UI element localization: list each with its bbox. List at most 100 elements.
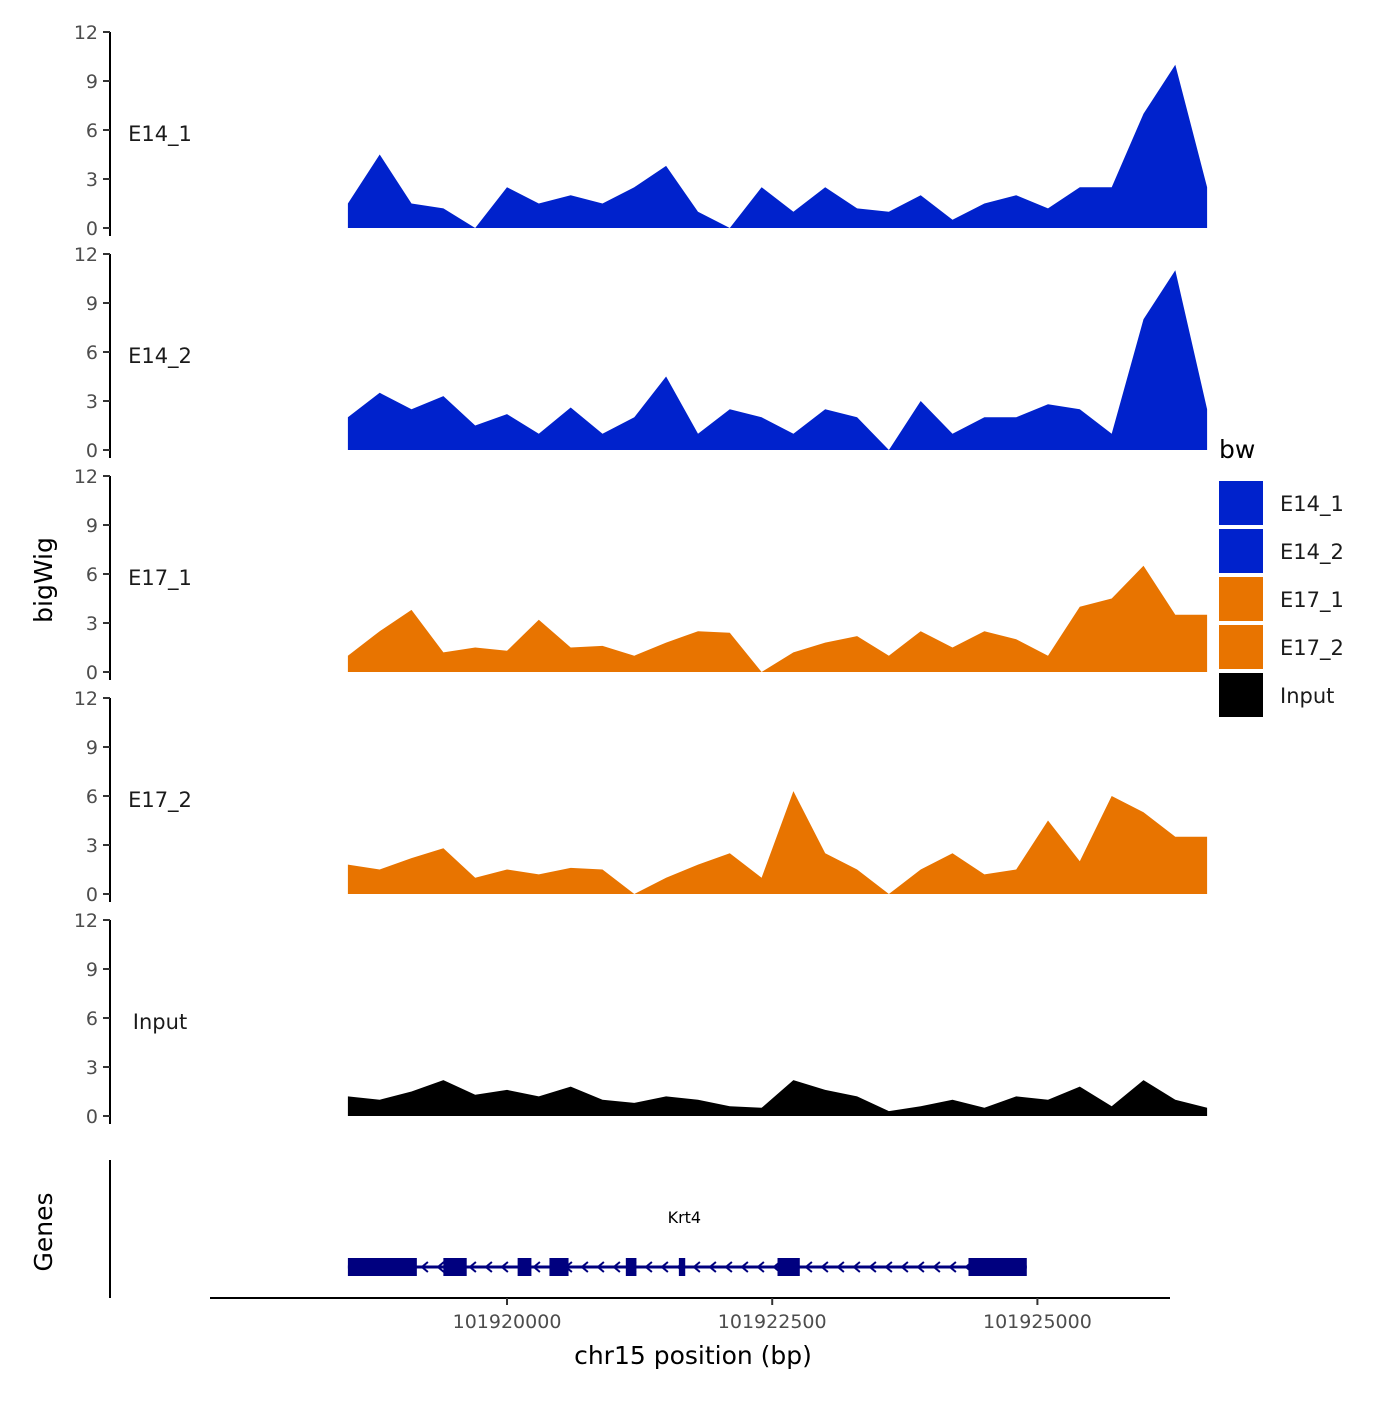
strand-arrow xyxy=(948,1261,957,1273)
strand-arrow xyxy=(644,1261,653,1273)
legend-swatch xyxy=(1217,623,1265,671)
x-axis-title: chr15 position (bp) xyxy=(574,1341,812,1370)
legend-label: E17_1 xyxy=(1280,588,1344,613)
legend-entry: E14_1 xyxy=(1217,479,1344,527)
y-tick-label: 9 xyxy=(86,515,98,537)
strand-arrow xyxy=(932,1261,941,1273)
strand-arrow xyxy=(500,1261,509,1273)
gene-label: Krt4 xyxy=(668,1208,702,1227)
track-label: E14_1 xyxy=(128,122,192,147)
strand-arrow xyxy=(884,1261,893,1273)
y-tick-label: 0 xyxy=(86,1106,98,1128)
track-E17_2: 0 3 6 9 12 E17_2 xyxy=(74,688,1208,906)
strand-arrow xyxy=(868,1261,877,1273)
strand-arrow xyxy=(484,1261,493,1273)
gene-Krt4: Krt4 xyxy=(347,1208,1027,1276)
track-label: Input xyxy=(133,1010,187,1034)
coverage-area-E14_2 xyxy=(347,270,1208,450)
gene-exon xyxy=(549,1258,569,1276)
y-tick-label: 0 xyxy=(86,884,98,906)
strand-arrow xyxy=(420,1261,429,1273)
y-tick-label: 3 xyxy=(86,835,98,857)
y-tick-label: 0 xyxy=(86,218,98,240)
legend-label: E14_2 xyxy=(1280,540,1344,565)
legend-label: Input xyxy=(1280,684,1334,708)
coverage-area-Input xyxy=(347,1080,1208,1116)
y-tick-label: 6 xyxy=(86,786,98,808)
legend-swatch xyxy=(1217,671,1265,719)
y-tick-label: 9 xyxy=(86,959,98,981)
gene-exon xyxy=(625,1258,637,1276)
y-tick-label: 6 xyxy=(86,120,98,142)
y-tick-label: 3 xyxy=(86,1057,98,1079)
coverage-area-E17_1 xyxy=(347,565,1208,672)
strand-arrow xyxy=(852,1261,861,1273)
gene-exon xyxy=(443,1258,467,1276)
y-tick-label: 0 xyxy=(86,440,98,462)
legend-entry: Input xyxy=(1217,671,1334,719)
gene-exon xyxy=(968,1258,1027,1276)
y-tick-label: 6 xyxy=(86,1008,98,1030)
gene-track-title: Genes xyxy=(29,1192,58,1271)
legend-swatch xyxy=(1217,527,1265,575)
strand-arrow xyxy=(708,1261,717,1273)
strand-arrow xyxy=(532,1261,541,1273)
legend-swatch xyxy=(1217,575,1265,623)
strand-arrow xyxy=(740,1261,749,1273)
y-tick-label: 6 xyxy=(86,342,98,364)
legend-entry: E17_2 xyxy=(1217,623,1344,671)
y-tick-label: 9 xyxy=(86,293,98,315)
x-axis: 101920000 101922500 101925000 xyxy=(210,1297,1170,1333)
strand-arrow xyxy=(436,1261,445,1273)
strand-arrow xyxy=(756,1261,765,1273)
y-tick-label: 0 xyxy=(86,662,98,684)
strand-arrow xyxy=(596,1261,605,1273)
y-tick-label: 12 xyxy=(74,244,98,266)
track-label: E17_1 xyxy=(128,566,192,591)
y-tick-label: 3 xyxy=(86,613,98,635)
legend: bw E14_1 E14_2 E17_1 E17_2 Input xyxy=(1217,435,1344,719)
gene-exon xyxy=(678,1258,686,1276)
track-E14_2: 0 3 6 9 12 E14_2 xyxy=(74,244,1208,462)
y-tick-label: 3 xyxy=(86,169,98,191)
gene-exon xyxy=(777,1258,800,1276)
strand-arrow xyxy=(900,1261,909,1273)
y-axis-title: bigWig xyxy=(29,537,58,623)
x-tick-label: 101920000 xyxy=(453,1311,562,1333)
strand-arrow xyxy=(660,1261,669,1273)
gene-track: Krt4 xyxy=(109,1160,1027,1298)
legend-entry: E14_2 xyxy=(1217,527,1344,575)
legend-swatch xyxy=(1217,479,1265,527)
legend-label: E17_2 xyxy=(1280,636,1344,661)
track-label: E14_2 xyxy=(128,344,192,369)
track-E17_1: 0 3 6 9 12 E17_1 xyxy=(74,466,1208,684)
y-tick-label: 12 xyxy=(74,910,98,932)
y-tick-label: 9 xyxy=(86,71,98,93)
legend-entry: E17_1 xyxy=(1217,575,1344,623)
y-tick-label: 6 xyxy=(86,564,98,586)
y-tick-label: 12 xyxy=(74,688,98,710)
x-tick-label: 101925000 xyxy=(983,1311,1092,1333)
strand-arrow xyxy=(820,1261,829,1273)
strand-arrow xyxy=(612,1261,621,1273)
coverage-area-E14_1 xyxy=(347,64,1208,228)
track-E14_1: 0 3 6 9 12 E14_1 xyxy=(74,22,1208,240)
track-Input: 0 3 6 9 12 Input xyxy=(74,910,1208,1128)
strand-arrow xyxy=(836,1261,845,1273)
gene-exon xyxy=(517,1258,532,1276)
legend-label: E14_1 xyxy=(1280,492,1344,517)
y-tick-label: 12 xyxy=(74,22,98,44)
x-tick-label: 101922500 xyxy=(718,1311,827,1333)
y-tick-label: 3 xyxy=(86,391,98,413)
strand-arrow xyxy=(580,1261,589,1273)
strand-arrow xyxy=(916,1261,925,1273)
coverage-area-E17_2 xyxy=(347,791,1208,894)
strand-arrow xyxy=(724,1261,733,1273)
strand-arrow xyxy=(804,1261,813,1273)
strand-arrow xyxy=(692,1261,701,1273)
coverage-tracks: 0 3 6 9 12 E14_1 0 3 6 9 12 E14_2 0 3 6 9 12 E17_1 0 3 6 9 12 E… xyxy=(74,22,1208,1128)
y-tick-label: 9 xyxy=(86,737,98,759)
gene-exon xyxy=(347,1258,417,1276)
